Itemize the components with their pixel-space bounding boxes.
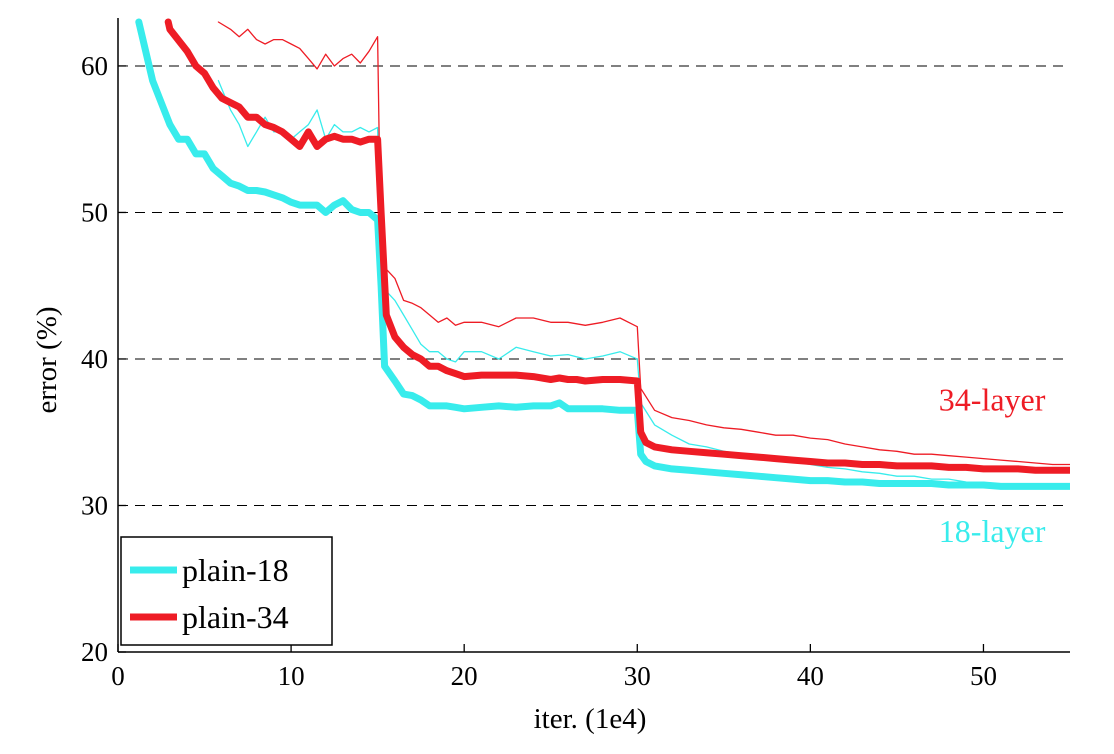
series-line-plain-18-train — [217, 79, 1070, 489]
y-tick-label-50: 50 — [81, 197, 108, 227]
tick-labels: 0 10 20 30 40 50 20 30 40 50 60 — [81, 51, 997, 691]
x-tick-label-0: 0 — [111, 661, 125, 691]
axes — [117, 18, 1070, 653]
x-tick-label-50: 50 — [970, 661, 997, 691]
legend-label-plain-18: plain-18 — [182, 552, 289, 588]
validation-curves — [135, 18, 1070, 490]
x-tick-label-30: 30 — [624, 661, 651, 691]
legend-box — [120, 536, 333, 646]
x-tick-label-40: 40 — [797, 661, 824, 691]
annotation-34-layer: 34-layer — [939, 381, 1046, 417]
legend-label-plain-34: plain-34 — [182, 599, 289, 635]
x-tick-label-20: 20 — [451, 661, 478, 691]
x-tick-label-10: 10 — [278, 661, 305, 691]
training-curves — [217, 21, 1070, 489]
legend: plain-18 plain-34 — [120, 536, 333, 646]
annotation-18-layer: 18-layer — [939, 513, 1046, 549]
y-tick-label-40: 40 — [81, 344, 108, 374]
series-line-plain-18-val — [135, 18, 1070, 490]
grid-lines — [118, 65, 1070, 506]
series-line-plain-34-val — [164, 18, 1070, 474]
y-tick-label-60: 60 — [81, 51, 108, 81]
y-axis-label: error (%) — [31, 306, 63, 413]
y-tick-label-30: 30 — [81, 490, 108, 520]
series-line-plain-34-train — [217, 21, 1070, 466]
x-axis-label: iter. (1e4) — [534, 703, 647, 735]
y-tick-label-20: 20 — [81, 637, 108, 667]
